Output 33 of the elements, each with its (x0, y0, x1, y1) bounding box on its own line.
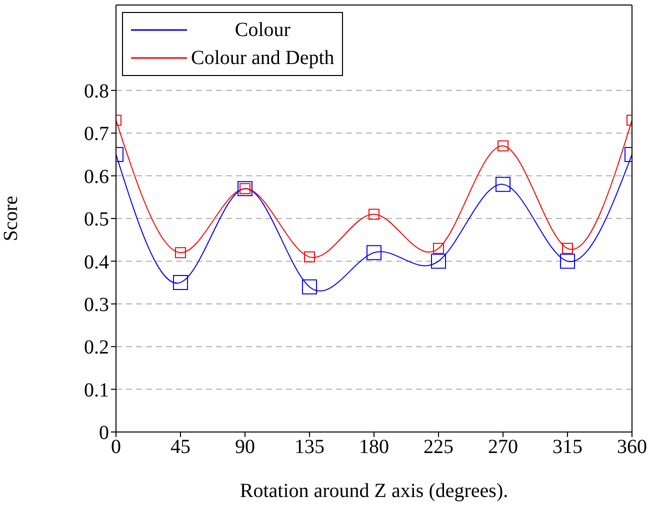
y-tick-label: 0.8 (84, 80, 109, 102)
x-tick-label: 360 (617, 436, 647, 458)
legend-label: Colour and Depth (191, 46, 334, 71)
point (433, 242, 444, 254)
y-tick-label: 0.2 (84, 336, 109, 359)
point (496, 176, 510, 192)
point (304, 251, 315, 262)
y-tick-label: 0.6 (84, 166, 109, 188)
x-tick-label: 225 (424, 436, 454, 458)
point (368, 208, 380, 220)
x-tick-label: 180 (359, 436, 389, 458)
y-tick-label: 0.1 (84, 379, 109, 402)
point (173, 275, 188, 290)
y-axis-title: Score (0, 196, 22, 242)
y-tick-label: 0.5 (84, 208, 109, 231)
x-tick-label: 135 (294, 436, 324, 458)
y-tick-label: 0.3 (84, 294, 109, 316)
y-tick-label: 0.7 (84, 123, 109, 146)
point (560, 254, 575, 269)
x-tick-label: 315 (552, 436, 582, 458)
x-tick-label: 45 (170, 436, 190, 458)
y-tick-label: 0.4 (84, 251, 109, 274)
point (431, 254, 446, 269)
point (498, 140, 508, 152)
point (302, 279, 317, 294)
y-tick-label: 0 (99, 422, 109, 444)
x-axis-title: Rotation around Z axis (degrees). (240, 480, 508, 502)
point (366, 245, 382, 260)
x-tick-label: 90 (235, 436, 255, 458)
point (562, 242, 573, 254)
x-tick-label: 270 (488, 436, 518, 458)
point (175, 247, 186, 258)
legend-label: Colour (234, 18, 292, 43)
